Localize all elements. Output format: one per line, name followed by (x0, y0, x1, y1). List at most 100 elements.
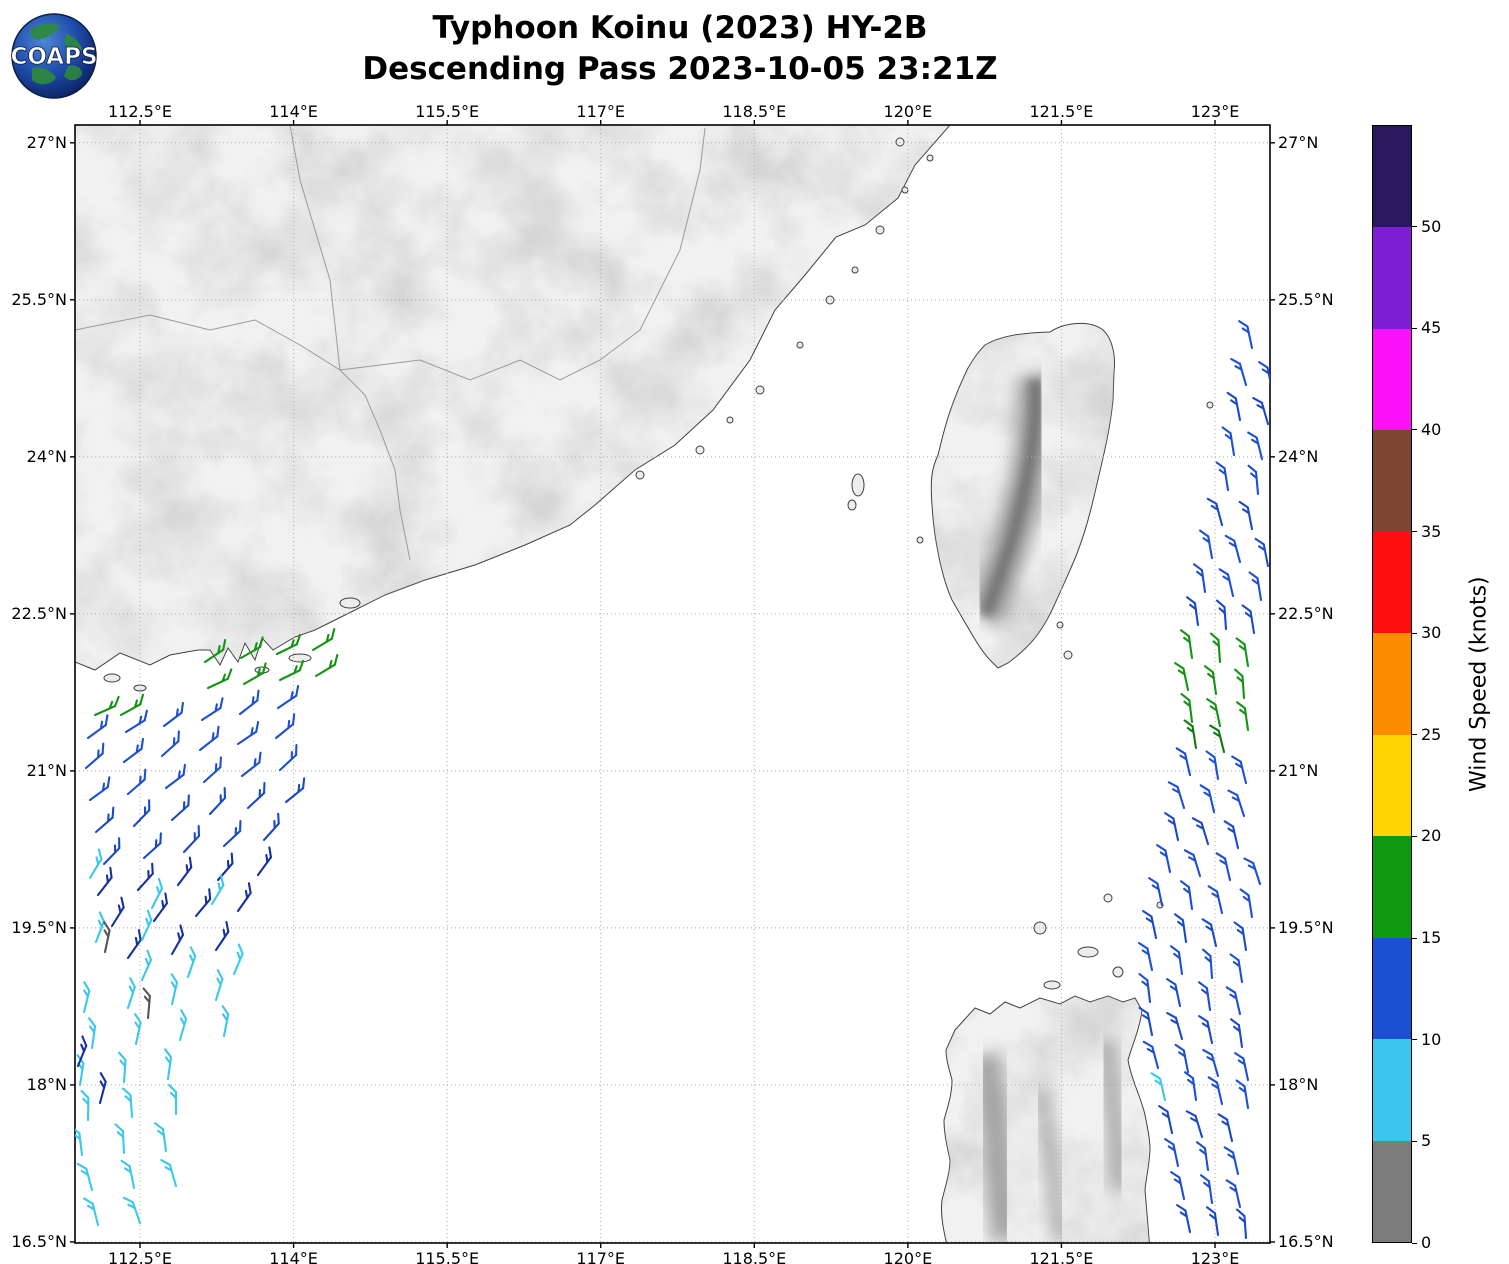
wind-barb (202, 756, 222, 784)
y-tick-label-left: 22.5°N (11, 604, 67, 623)
taiwan-mountains (968, 373, 1055, 625)
wind-barb (94, 806, 115, 834)
wind-barb (75, 1126, 84, 1157)
wind-barb (1199, 784, 1216, 814)
wind-barb (1138, 1006, 1154, 1037)
wind-barb (232, 943, 244, 976)
y-tick-label-left: 27°N (27, 133, 67, 152)
wind-barb (238, 689, 260, 716)
wind-barb (1248, 571, 1263, 602)
coaps-logo-text: COAPS (10, 44, 97, 70)
wind-barb (110, 896, 125, 928)
wind-barb (1183, 1071, 1198, 1102)
colorbar-segment-50+ (1373, 126, 1411, 228)
x-tick-label-top: 118.5°E (722, 102, 786, 121)
wind-barb (1148, 877, 1164, 907)
wind-barb (170, 794, 190, 822)
colorbar-tick-label: 45 (1421, 318, 1442, 338)
wind-barb (1175, 747, 1192, 777)
wind-barb (194, 888, 212, 918)
colorbar-segment-40-45 (1373, 328, 1411, 431)
wind-barb (1166, 978, 1182, 1008)
y-tick-label-left: 16.5°N (11, 1232, 67, 1251)
wind-barb (1199, 1174, 1214, 1205)
y-tick-label-left: 25.5°N (11, 290, 67, 309)
wind-barb (214, 969, 224, 1002)
y-tick-label-right: 21°N (1278, 761, 1318, 780)
wind-barb (1179, 629, 1194, 660)
wind-barb (140, 949, 152, 982)
x-tick-label-bottom: 114°E (269, 1249, 318, 1264)
colorbar-segment-10-15 (1373, 937, 1411, 1040)
colorbar-tick-mark (1412, 226, 1417, 228)
colorbar-tick-mark (1412, 835, 1417, 837)
terrain-texture (75, 125, 1150, 1243)
wind-barb (1170, 1171, 1186, 1201)
wind-barb (88, 776, 111, 802)
wind-barb (120, 1159, 136, 1190)
wind-barb (1174, 662, 1190, 692)
y-tick-label-left: 24°N (27, 447, 67, 466)
globe-continent-shape (29, 23, 60, 40)
wind-barb (82, 981, 91, 1014)
wind-barb (1202, 1049, 1220, 1078)
wind-barb (126, 929, 142, 960)
colorbar-segment-30-35 (1373, 531, 1411, 634)
y-tick-label-right: 19.5°N (1278, 918, 1334, 937)
colorbar-segment-0-5 (1373, 1140, 1411, 1242)
globe-continent-shape (64, 34, 82, 51)
wind-barb (176, 856, 193, 887)
wind-barb-layer (75, 320, 1270, 1240)
wind-barb (119, 693, 145, 717)
wind-barb (1158, 1105, 1174, 1135)
wind-barb (164, 1048, 173, 1081)
wind-barb (140, 909, 153, 942)
wind-barb (1225, 1179, 1242, 1209)
wind-barb (93, 695, 120, 717)
wind-barb (121, 1087, 134, 1119)
wind-barb (278, 659, 305, 682)
colorbar-tick-mark (1412, 531, 1417, 533)
x-tick-label-top: 112.5°E (108, 102, 172, 121)
wind-barb (162, 701, 184, 728)
x-tick-label-top: 115.5°E (415, 102, 479, 121)
wind-barb (98, 1072, 107, 1105)
wind-barb (1243, 857, 1262, 886)
colorbar-segment-25-30 (1373, 633, 1411, 735)
map-land-layer (75, 125, 1214, 1243)
wind-barb (170, 924, 185, 956)
wind-barb (216, 852, 234, 882)
wind-barb (1185, 596, 1200, 627)
wind-barb (1231, 755, 1248, 785)
colorbar-tick-label: 5 (1421, 1131, 1432, 1151)
wind-barb (1173, 913, 1188, 944)
colorbar-tick-label: 50 (1421, 216, 1442, 236)
wind-barb (134, 1013, 142, 1046)
wind-barb (1206, 698, 1222, 728)
map-border (74, 124, 1271, 1244)
wind-barb (198, 725, 220, 752)
province-boundaries (75, 125, 706, 561)
wind-barb (132, 799, 151, 828)
wind-barb (1247, 431, 1264, 461)
wind-barb (124, 709, 148, 734)
wind-barb (242, 662, 267, 686)
y-tick-label-right: 25.5°N (1278, 290, 1334, 309)
colorbar-tick-label: 0 (1421, 1233, 1432, 1252)
wind-barb (1205, 750, 1220, 781)
wind-barb (1197, 981, 1212, 1012)
wind-barb (1209, 724, 1226, 754)
y-tick-label-left: 18°N (27, 1075, 67, 1094)
wind-barb (206, 668, 233, 690)
wind-barb (239, 636, 264, 660)
colorbar-segment-45-50 (1373, 227, 1411, 329)
colorbar-tick-mark (1412, 1242, 1417, 1244)
x-tick-label-top: 120°E (884, 102, 933, 121)
wind-barb (186, 946, 197, 979)
wind-barb (136, 862, 154, 892)
wind-barb (1198, 1015, 1214, 1045)
wind-barb (170, 973, 178, 1006)
wind-barb (76, 1162, 94, 1192)
wind-barb (1195, 1141, 1210, 1172)
